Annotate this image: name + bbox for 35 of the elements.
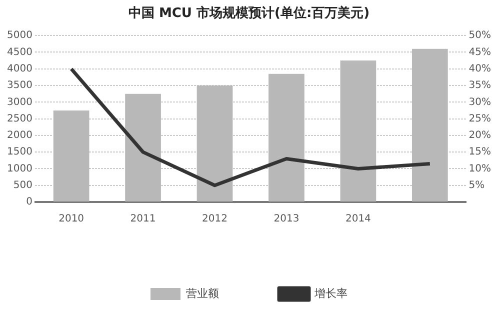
y-tick-label: 5000	[6, 30, 32, 42]
bar	[340, 60, 376, 202]
y-tick-label: 2000	[6, 130, 32, 142]
y2-tick-label: 30%	[468, 96, 492, 108]
y2-tick-label: 15%	[468, 146, 492, 158]
legend-label: 营业额	[186, 286, 219, 300]
y-tick-label: 3500	[6, 80, 32, 92]
y-tick-label: 1500	[6, 146, 32, 158]
x-tick-label: 2012	[202, 214, 228, 225]
bar	[412, 48, 448, 202]
y-tick-label: 0	[26, 196, 32, 208]
legend-label: 增长率	[314, 286, 348, 300]
bar	[196, 86, 233, 202]
y2-tick-label: 35%	[468, 80, 492, 92]
bar	[125, 94, 161, 202]
y2-tick-label: 10%	[468, 163, 492, 174]
x-tick-label: 2011	[130, 214, 156, 225]
y2-tick-label: 5%	[468, 180, 485, 191]
x-tick-label: 2014	[345, 214, 371, 225]
y-tick-label: 4500	[6, 46, 32, 58]
bar	[268, 74, 304, 202]
y2-tick-label: 25%	[468, 113, 492, 124]
y-tick-label: 2500	[6, 113, 32, 124]
y2-tick-label: 45%	[468, 46, 492, 58]
y2-tick-label: 40%	[468, 63, 492, 74]
x-tick-label: 2010	[58, 214, 84, 225]
y2-tick-label: 50%	[468, 30, 492, 42]
y2-tick-label: 20%	[468, 130, 492, 142]
y-tick-label: 1000	[6, 163, 32, 174]
bar	[53, 110, 90, 202]
y-tick-label: 3000	[6, 96, 32, 108]
y-tick-label: 500	[13, 180, 32, 191]
x-tick-label: 2013	[274, 214, 300, 225]
y-tick-label: 4000	[6, 63, 32, 74]
chart-title: 中国 MCU 市场规模预计(单位:百万美元)	[128, 5, 370, 22]
